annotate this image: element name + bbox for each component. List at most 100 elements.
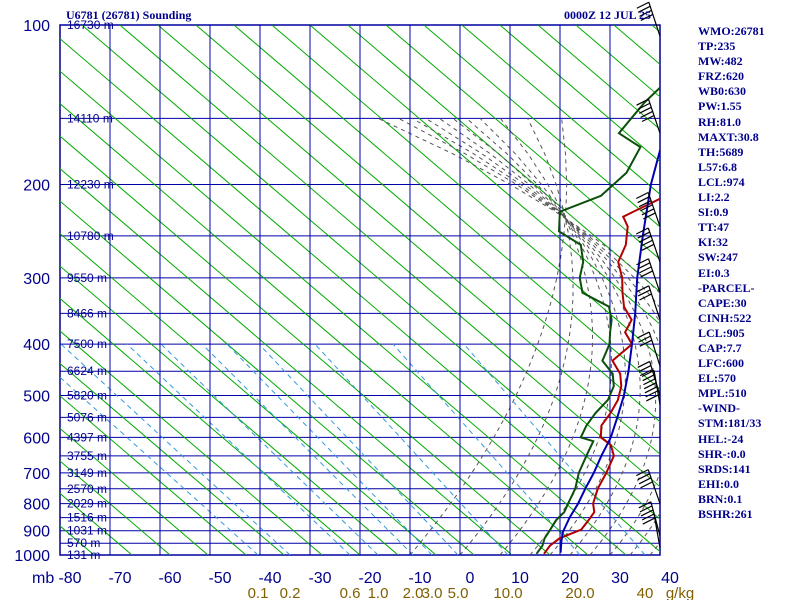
temperature-tick-label: 30 [611, 570, 629, 587]
dry-adiabat [60, 232, 437, 555]
mixing-ratio-label: 0.6 [340, 585, 361, 600]
wind-barb-flag [641, 513, 655, 521]
dry-adiabat [60, 395, 247, 555]
index-line: SW:247 [698, 250, 739, 265]
dry-adiabat [347, 25, 660, 293]
wind-barb-flag [636, 331, 650, 339]
wind-barb-flag [636, 1, 650, 9]
wind-barb-flag [639, 293, 652, 301]
dry-adiabat [423, 25, 660, 228]
index-line: HEL:-24 [698, 431, 744, 446]
mixing-ratio-line [201, 343, 414, 555]
index-line: MAXT:30.8 [698, 129, 759, 144]
wind-barb-flag [640, 509, 654, 517]
dry-adiabats [0, 25, 800, 555]
height-label: 16730 m [67, 18, 114, 32]
wind-barb-flag [645, 390, 658, 398]
mixing-ratio-label: 10.0 [493, 585, 522, 600]
height-label: 2029 m [67, 497, 107, 511]
mixing-ratio-line [60, 343, 291, 555]
wind-barb-flag [644, 386, 658, 394]
wind-barb-flag [640, 270, 653, 278]
wind-barb [641, 369, 661, 405]
index-line: SRDS:141 [698, 461, 751, 476]
wind-barb-flag [643, 378, 656, 386]
moist-adiabat [466, 117, 626, 555]
dry-adiabat [119, 25, 660, 488]
mixing-ratio-label: 2.0 [403, 585, 424, 600]
index-line: RH:81.0 [698, 114, 741, 129]
dry-adiabat [60, 265, 399, 555]
wind-barb-flag [639, 505, 653, 513]
index-line: MW:482 [698, 54, 743, 69]
wind-barb-flag [639, 369, 653, 377]
wind-barb-staff [647, 258, 661, 293]
dry-adiabat [385, 25, 660, 260]
dry-adiabat [60, 427, 209, 555]
temperature-tick-label: 20 [561, 570, 579, 587]
wind-barb-staff [647, 98, 661, 134]
wind-barb-flag [640, 110, 653, 118]
dry-adiabat [766, 25, 800, 555]
pressure-label: 300 [23, 271, 50, 288]
height-label: 9550 m [67, 271, 107, 285]
wind-barb-flag [637, 262, 651, 270]
wind-barb-staff [653, 513, 661, 549]
mixing-ratio-line [126, 343, 351, 555]
height-label: 8466 m [67, 306, 107, 320]
index-line: WB0:630 [698, 84, 746, 99]
dry-adiabat [309, 25, 660, 325]
pressure-unit-label: mb [32, 570, 54, 587]
temperature-tick-label: 40 [661, 570, 679, 587]
temperature-tick-label: -80 [58, 570, 81, 587]
pressure-label: 600 [23, 430, 50, 447]
moist-adiabat [479, 117, 612, 555]
sounding-profiles [535, 86, 660, 555]
mixing-ratio-line [258, 343, 459, 555]
index-line: EL:570 [698, 371, 737, 386]
moist-adiabat [377, 117, 660, 294]
mixing-ratio-line [160, 343, 379, 555]
wind-barb-flag [640, 13, 654, 22]
dry-adiabat [60, 362, 285, 555]
index-line: CINH:522 [698, 310, 752, 325]
mixing-ratio-unit: g/kg [666, 585, 694, 600]
index-line: SI:0.9 [698, 205, 729, 220]
height-label: 6624 m [67, 364, 107, 378]
wind-barb-flag [638, 235, 652, 243]
dry-adiabat [461, 25, 660, 195]
height-label: 1516 m [67, 511, 107, 525]
wind-barb-flag [643, 212, 656, 220]
wind-barb-staff [648, 2, 661, 37]
mixing-ratio-line [226, 343, 433, 555]
parcel-profile [559, 146, 660, 553]
wind-barb-flag [637, 196, 650, 204]
mixing-ratio-label: 40 [637, 585, 654, 600]
wind-barb-column [636, 1, 661, 549]
moist-adiabat [499, 117, 593, 555]
isotherms [109, 25, 611, 555]
dry-adiabat [0, 25, 18, 555]
temperature-tick-label: 0 [466, 570, 475, 587]
wind-barb-flag [641, 114, 655, 123]
wind-barb [641, 513, 661, 549]
wind-barb-flag [641, 208, 655, 216]
index-line: -WIND- [698, 401, 740, 416]
wind-barb-flag [637, 231, 650, 239]
wind-barb-flag [638, 106, 652, 114]
moist-adiabat [452, 117, 641, 555]
wind-barb-flag [636, 227, 649, 235]
wind-barb-flag [641, 369, 655, 378]
pressure-label: 500 [23, 388, 50, 405]
height-label: 7500 m [67, 337, 107, 351]
pressure-label: 200 [23, 178, 50, 195]
dry-adiabat [537, 25, 660, 131]
index-line: BSHR:261 [698, 507, 753, 521]
wind-barb-flag [639, 9, 652, 17]
wind-barb-staff [647, 469, 661, 504]
index-line: WMO:26781 [698, 24, 765, 38]
height-label: 10780 m [67, 229, 114, 243]
mixing-ratio-lines [60, 343, 646, 555]
mixing-ratio-line [463, 343, 646, 555]
moist-adiabat [459, 118, 574, 555]
